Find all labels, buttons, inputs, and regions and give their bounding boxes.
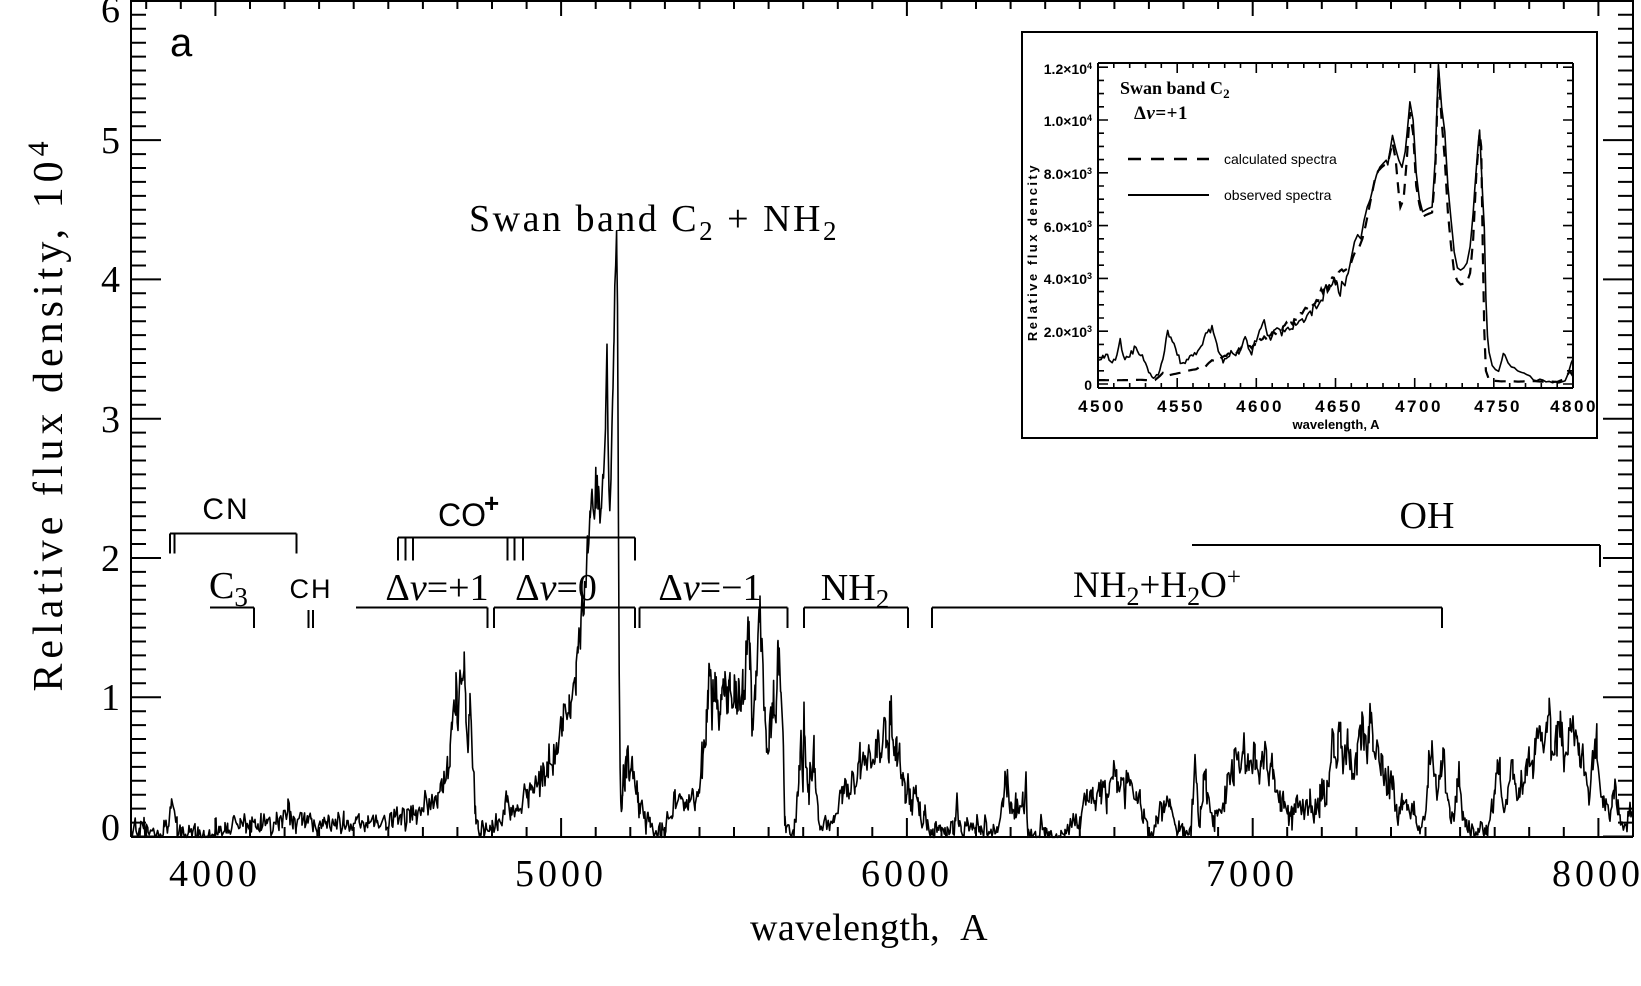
svg-text:7000: 7000 <box>1206 853 1298 895</box>
svg-text:4650: 4650 <box>1315 397 1363 416</box>
svg-text:2: 2 <box>101 538 120 580</box>
svg-text:Δν=+1: Δν=+1 <box>385 567 488 609</box>
svg-text:5000: 5000 <box>515 853 607 895</box>
svg-text:Relative flux density, 104: Relative flux density, 104 <box>22 136 72 691</box>
svg-text:4550: 4550 <box>1157 397 1205 416</box>
svg-text:a: a <box>170 21 193 65</box>
svg-text:Swan band C2 + NH2: Swan band C2 + NH2 <box>469 198 839 246</box>
svg-text:wavelength, A: wavelength, A <box>1292 417 1381 432</box>
svg-text:CH: CH <box>290 574 333 604</box>
svg-text:4700: 4700 <box>1395 397 1443 416</box>
svg-text:Δν=−1: Δν=−1 <box>658 567 761 609</box>
svg-text:1.0×104: 1.0×104 <box>1044 113 1092 129</box>
svg-text:1.2×104: 1.2×104 <box>1044 61 1092 77</box>
svg-text:Relative flux dencity: Relative flux dencity <box>1025 163 1040 341</box>
svg-text:2.0×103: 2.0×103 <box>1044 324 1092 340</box>
svg-text:8000: 8000 <box>1552 853 1641 895</box>
svg-text:4800: 4800 <box>1550 397 1598 416</box>
svg-text:3: 3 <box>101 399 120 441</box>
svg-text:wavelength, A: wavelength, A <box>750 907 988 949</box>
svg-text:0: 0 <box>1084 377 1092 393</box>
svg-text:4: 4 <box>101 259 120 301</box>
svg-text:OH: OH <box>1400 495 1455 537</box>
svg-text:1: 1 <box>101 677 120 719</box>
svg-text:5: 5 <box>101 120 120 162</box>
svg-text:CN: CN <box>202 493 249 526</box>
svg-text:4.0×103: 4.0×103 <box>1044 271 1092 287</box>
svg-text:8.0×103: 8.0×103 <box>1044 166 1092 182</box>
svg-text:CO: CO <box>438 497 486 533</box>
svg-text:Δν=0: Δν=0 <box>515 567 597 609</box>
svg-text:Δν=+1: Δν=+1 <box>1134 103 1188 124</box>
svg-text:+: + <box>484 488 499 518</box>
svg-text:4600: 4600 <box>1236 397 1284 416</box>
svg-text:4000: 4000 <box>169 853 261 895</box>
svg-text:calculated spectra: calculated spectra <box>1224 151 1337 167</box>
svg-text:6.0×103: 6.0×103 <box>1044 219 1092 235</box>
svg-text:Swan band C2: Swan band C2 <box>1120 78 1230 101</box>
svg-text:0: 0 <box>101 807 120 849</box>
svg-text:4750: 4750 <box>1474 397 1522 416</box>
svg-text:6: 6 <box>101 0 120 31</box>
svg-text:NH2+H2O+: NH2+H2O+ <box>1073 564 1241 611</box>
svg-text:4500: 4500 <box>1078 397 1126 416</box>
svg-text:observed spectra: observed spectra <box>1224 187 1332 203</box>
svg-text:6000: 6000 <box>861 853 953 895</box>
